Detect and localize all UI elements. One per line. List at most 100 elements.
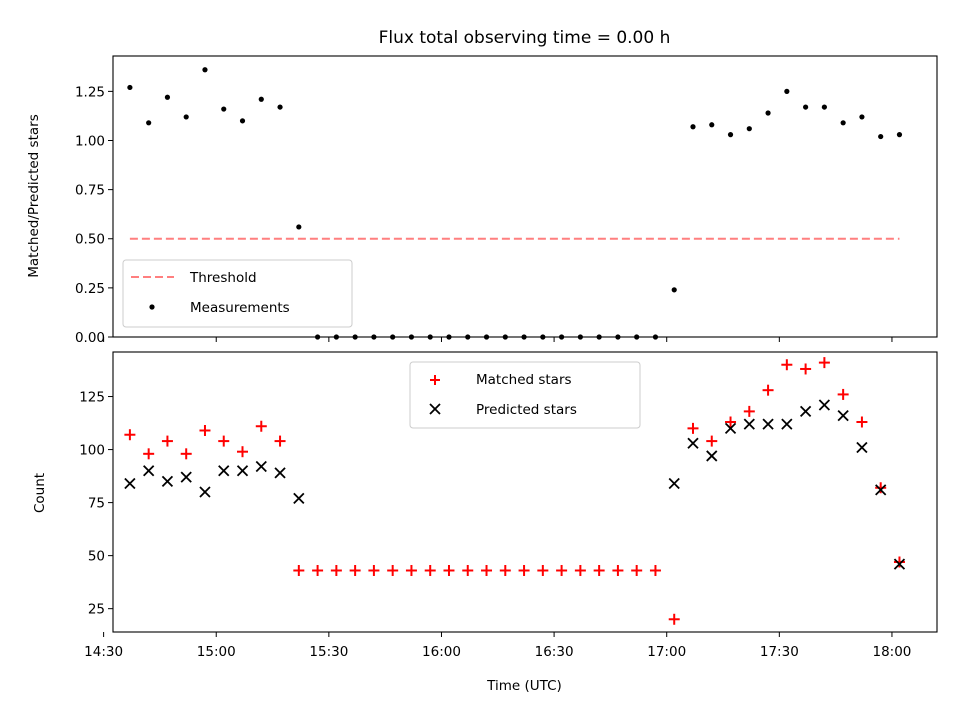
predicted-stars-legend-swatch [429, 403, 441, 415]
matched-star-point [593, 564, 605, 576]
matched-star-point [706, 435, 718, 447]
predicted-star-point [274, 467, 286, 479]
matched-star-point [856, 416, 868, 428]
bottom-plot-frame [112, 351, 938, 633]
matched-star-point [875, 482, 887, 494]
predicted-star-point [856, 441, 868, 454]
matched-star-point [762, 384, 774, 396]
predicted-star-point [143, 465, 155, 477]
threshold-legend-label: Threshold [189, 270, 257, 286]
predicted-star-point [124, 477, 136, 490]
matched-star-point [518, 564, 530, 576]
matched-star-point [387, 564, 399, 576]
top-y-tick-label: 0.75 [75, 183, 105, 199]
bottom-legend-box [409, 361, 641, 429]
top-plot-frame [112, 55, 938, 338]
top-y-tick-label: 1.25 [75, 84, 105, 100]
top-chart-title: Flux total observing time = 0.00 h [379, 28, 671, 48]
top-y-tick-label: 1.00 [75, 133, 105, 149]
measurement-point [765, 110, 771, 116]
x-tick-label: 15:00 [197, 644, 236, 660]
predicted-star-point [180, 471, 192, 483]
matched-star-point [124, 429, 136, 441]
bottom-y-tick-label: 125 [79, 390, 105, 406]
matched-star-point [893, 556, 905, 568]
predicted-star-point [781, 418, 793, 430]
predicted-star-point [724, 422, 737, 435]
bottom-legend: Matched stars Predicted stars [409, 361, 641, 429]
top-legend: Threshold Measurements [122, 259, 353, 328]
matched-star-point [405, 564, 417, 576]
predicted-star-point [161, 475, 174, 488]
measurement-point [164, 94, 171, 100]
x-tick-label: 15:30 [309, 644, 348, 660]
matched-star-point [312, 564, 324, 576]
x-tick-label: 18:00 [872, 644, 911, 660]
matched-star-point [199, 424, 211, 436]
predicted-star-point [837, 409, 849, 422]
bottom-y-tick-label: 100 [79, 443, 105, 459]
predicted-star-point [743, 418, 755, 430]
measurement-point [127, 84, 133, 91]
matched-star-point [631, 564, 643, 576]
predicted-star-point [199, 486, 211, 498]
measurement-point [803, 104, 809, 110]
x-tick-label: 17:00 [647, 644, 686, 660]
matched-star-point [349, 564, 361, 576]
x-axis-label: Time (UTC) [486, 678, 562, 694]
measurement-point [727, 132, 734, 138]
top-y-axis-label: Matched/Predicted stars [26, 114, 42, 277]
matched-star-point [481, 564, 493, 576]
measurement-point [690, 124, 696, 130]
measurement-point [277, 104, 283, 110]
predicted-star-point [687, 437, 699, 449]
matched-star-point [668, 613, 680, 625]
x-tick-label: 16:30 [535, 644, 574, 660]
matched-star-point [443, 564, 455, 576]
predicted-star-point [293, 492, 305, 505]
predicted-star-point [236, 465, 249, 477]
measurement-point [221, 106, 227, 112]
matched-star-point [330, 564, 342, 576]
matched-star-point [462, 564, 474, 576]
predicted-star-point [218, 465, 230, 477]
measurements-legend-label: Measurements [190, 300, 290, 316]
bottom-y-tick-label: 50 [88, 549, 105, 565]
measurement-point [784, 88, 790, 94]
predicted-star-point [706, 450, 718, 462]
bottom-y-axis-label: Count [32, 473, 48, 513]
matched-star-point [649, 564, 661, 576]
predicted-star-point [255, 460, 267, 473]
x-tick-label: 16:00 [422, 644, 461, 660]
matched-star-point [687, 422, 699, 434]
matched-star-point [743, 405, 755, 417]
measurements-legend-swatch [149, 304, 155, 310]
measurement-point [878, 133, 884, 140]
measurement-point [671, 287, 677, 293]
matched-star-point [143, 448, 155, 460]
measurement-point [183, 114, 189, 120]
predicted-star-point [818, 399, 831, 411]
measurement-point [821, 104, 827, 110]
measurement-point [258, 96, 264, 102]
x-tick-label: 14:30 [84, 644, 123, 660]
measurement-point [896, 132, 903, 138]
matched-star-point [274, 435, 286, 447]
matched-star-point [800, 363, 812, 375]
matched-star-point [180, 448, 192, 460]
matched-star-point [574, 564, 586, 576]
top-plot-area: 0.00 0.25 0.50 0.75 1.00 1.25 [75, 67, 903, 346]
measurement-point [709, 122, 715, 128]
bottom-plot-area: 25 50 75 100 125 14:30 15:00 15:30 16:00 16:30 17:… [79, 357, 911, 660]
matched-star-point [237, 446, 249, 458]
matched-star-point [161, 435, 173, 447]
predicted-star-point [893, 558, 906, 570]
top-legend-box [122, 259, 353, 328]
matched-star-point [218, 435, 230, 447]
bottom-panel: Count Time (UTC) 25 50 75 100 125 14:30 15:00 1… [32, 351, 938, 694]
measurement-point [146, 120, 152, 126]
matched-star-point [781, 359, 793, 371]
top-y-tick-label: 0.00 [75, 330, 105, 346]
